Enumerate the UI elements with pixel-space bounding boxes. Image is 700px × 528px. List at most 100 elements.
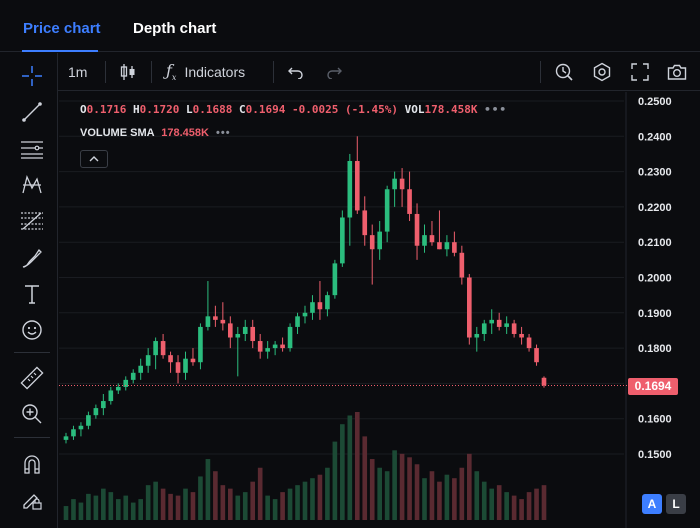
volume-bar	[519, 499, 524, 520]
collapse-legend-button[interactable]	[80, 150, 108, 168]
indicators-button[interactable]: ƒx Indicators	[166, 53, 245, 91]
volume-bar	[429, 471, 435, 520]
chart-toolbar: 1m ƒx Indicators	[58, 53, 700, 91]
volume-bar	[145, 485, 151, 520]
candle-body	[354, 161, 360, 211]
volume-bar	[175, 495, 181, 520]
volume-bar	[407, 457, 412, 520]
candle-body	[534, 348, 539, 363]
ruler-icon[interactable]	[17, 363, 47, 393]
tab-depth-chart[interactable]: Depth chart	[133, 20, 217, 37]
brush-icon[interactable]	[17, 243, 47, 273]
candle-body	[384, 189, 390, 232]
candle-body	[317, 302, 323, 310]
horizontal-lines-icon[interactable]	[17, 134, 47, 164]
open-value: 0.1716	[86, 103, 127, 116]
settings-hexagon-icon[interactable]	[592, 53, 612, 91]
candle-body	[86, 415, 91, 426]
volume-bar	[138, 499, 144, 520]
candle-body	[235, 333, 241, 338]
volume-label: VOL	[404, 103, 425, 116]
magnet-icon[interactable]	[17, 449, 47, 479]
tab-price-chart[interactable]: Price chart	[23, 20, 101, 37]
volume-bar	[340, 424, 345, 520]
candle-body	[183, 358, 188, 373]
volume-bar	[295, 485, 300, 520]
replay-icon[interactable]	[554, 53, 574, 91]
volume-bar	[213, 471, 218, 520]
candle-body	[526, 337, 532, 349]
candle-body	[287, 326, 293, 349]
volume-bar	[541, 485, 547, 520]
volume-bar	[86, 493, 91, 520]
volume-bar	[399, 453, 405, 520]
candle-body	[138, 365, 144, 373]
fullscreen-icon[interactable]	[631, 53, 649, 91]
volume-bar	[459, 467, 465, 520]
candle-body	[369, 235, 375, 250]
volume-bar	[496, 485, 502, 520]
auto-scale-button[interactable]: A	[642, 494, 662, 514]
volume-bar	[369, 459, 375, 520]
high-label: H	[133, 103, 140, 116]
sidebar-divider	[14, 437, 50, 438]
text-icon[interactable]	[17, 279, 47, 309]
volume-bar	[108, 492, 114, 520]
close-label: C	[239, 103, 246, 116]
fib-icon[interactable]	[17, 206, 47, 236]
redo-icon[interactable]	[326, 53, 342, 91]
interval-button[interactable]: 1m	[68, 64, 88, 80]
emoji-icon[interactable]	[17, 315, 47, 345]
volume-bar	[101, 488, 106, 520]
log-scale-button[interactable]: L	[666, 494, 686, 514]
candle-body	[347, 161, 353, 218]
volume-bar	[93, 495, 99, 520]
candle-body	[145, 355, 151, 366]
candle-body	[175, 362, 181, 373]
volume-value: 178.458K	[424, 103, 478, 116]
close-value: 0.1694	[245, 103, 286, 116]
y-tick-label: 0.1500	[638, 449, 672, 461]
fx-icon: ƒx	[166, 61, 177, 83]
active-tab-indicator	[22, 50, 98, 52]
candle-body	[474, 333, 480, 338]
open-label: O	[80, 103, 87, 116]
candle-body	[93, 408, 99, 416]
undo-icon[interactable]	[288, 53, 304, 91]
volume-bar	[452, 478, 457, 520]
camera-icon[interactable]	[667, 53, 687, 91]
candle-body	[213, 316, 218, 320]
candle-body	[414, 213, 420, 246]
trend-line-icon[interactable]	[17, 97, 47, 127]
candle-body	[123, 379, 129, 387]
volume-sma-legend: VOLUME SMA 178.458K •••	[80, 127, 231, 139]
candle-body	[130, 372, 136, 380]
volume-bar	[362, 436, 368, 520]
volume-bar	[235, 495, 241, 520]
lock-pencil-icon[interactable]	[17, 485, 47, 515]
volume-bar	[474, 471, 480, 520]
candle-body	[63, 436, 69, 440]
y-tick-label: 0.1600	[638, 414, 672, 426]
candle-body	[459, 252, 465, 278]
volume-bar	[302, 481, 308, 520]
more-options-icon[interactable]: •••	[216, 127, 231, 139]
volume-bar	[325, 467, 330, 520]
candle-body	[496, 319, 502, 327]
zoom-in-icon[interactable]	[17, 399, 47, 429]
y-tick-label: 0.2300	[638, 167, 672, 179]
volume-bar	[160, 488, 166, 520]
candle-body	[280, 344, 285, 349]
candles-icon[interactable]	[120, 53, 136, 91]
more-options-icon[interactable]: •••	[484, 103, 507, 116]
candle-body	[168, 355, 173, 363]
candle-body	[108, 390, 114, 402]
pattern-icon[interactable]	[17, 170, 47, 200]
candle-body	[422, 235, 427, 246]
candle-body	[340, 217, 345, 264]
candle-body	[444, 242, 450, 250]
candle-body	[489, 319, 495, 324]
volume-bar	[205, 459, 211, 520]
crosshair-icon[interactable]	[17, 61, 47, 91]
